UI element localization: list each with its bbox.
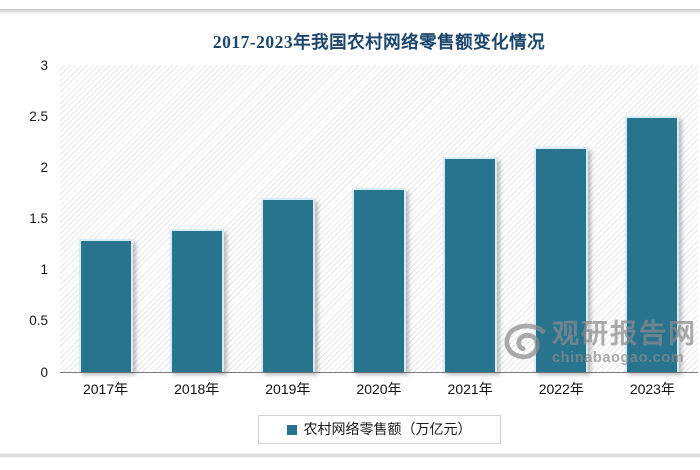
legend-box: 农村网络零售额（万亿元） <box>257 415 501 445</box>
y-tick-label: 1 <box>40 261 48 277</box>
legend: 农村网络零售额（万亿元） <box>60 415 698 445</box>
bar-2023年 <box>625 116 680 372</box>
chart-title: 2017-2023年我国农村网络零售额变化情况 <box>212 32 546 52</box>
y-tick-label: 2.5 <box>29 108 48 124</box>
legend-label: 农村网络零售额（万亿元） <box>303 421 472 437</box>
x-axis-label: 2022年 <box>538 381 584 397</box>
x-axis-label: 2021年 <box>447 381 493 397</box>
bar-2020年 <box>351 187 406 372</box>
bar-2019年 <box>260 198 315 372</box>
y-tick-label: 0.5 <box>29 313 48 329</box>
y-tick-label: 1.5 <box>29 210 48 226</box>
x-axis: 2017年 2018年 2019年 2020年 2021年 2022年 2023年 <box>60 379 698 399</box>
x-axis-label: 2019年 <box>265 381 311 397</box>
x-axis-label: 2023年 <box>629 381 675 397</box>
x-axis-label: 2018年 <box>174 381 220 397</box>
x-axis-label: 2017年 <box>82 381 129 397</box>
bar-2022年 <box>534 146 589 372</box>
bottom-divider <box>0 453 700 458</box>
bar-2017年 <box>78 238 133 372</box>
legend-square-icon <box>286 424 297 435</box>
x-axis-label: 2020年 <box>356 381 402 397</box>
y-tick-label: 2 <box>40 159 48 175</box>
bar-2018年 <box>169 228 224 372</box>
y-tick-label: 0 <box>40 364 48 380</box>
y-tick-label: 3 <box>40 57 48 73</box>
plot-area <box>60 65 698 373</box>
bar-2021年 <box>443 157 498 372</box>
y-axis: 0 0.5 1 1.5 2 2.5 3 <box>0 58 48 378</box>
top-divider <box>0 9 700 14</box>
